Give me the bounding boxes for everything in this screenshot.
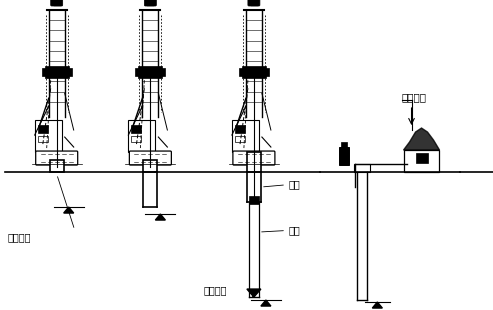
Bar [50, 160, 64, 172]
Bar [404, 150, 439, 172]
FancyBboxPatch shape [129, 151, 172, 165]
Polygon shape [403, 128, 440, 150]
Bar [235, 125, 245, 133]
Polygon shape [247, 289, 261, 297]
Bar [263, 68, 269, 76]
Polygon shape [64, 207, 73, 213]
Polygon shape [372, 302, 383, 308]
Text: 设计深度: 设计深度 [204, 285, 227, 295]
FancyBboxPatch shape [248, 0, 260, 6]
Bar [247, 152, 261, 172]
FancyBboxPatch shape [35, 151, 78, 165]
Bar [416, 153, 427, 163]
Text: 护筒底端: 护筒底端 [8, 232, 32, 242]
Bar [232, 120, 259, 152]
Polygon shape [261, 300, 271, 306]
Polygon shape [155, 214, 165, 220]
Bar [249, 196, 259, 204]
Bar [128, 120, 155, 152]
Bar [42, 68, 48, 76]
Bar [131, 136, 141, 142]
Bar [143, 160, 157, 172]
Text: 泥浆: 泥浆 [262, 225, 301, 235]
FancyBboxPatch shape [233, 151, 275, 165]
Bar [239, 68, 245, 76]
Bar [139, 66, 162, 78]
Bar [35, 120, 62, 152]
Bar [242, 66, 266, 78]
Bar [66, 68, 71, 76]
Bar [131, 125, 141, 133]
Bar [354, 164, 370, 172]
Bar [37, 136, 48, 142]
Bar [159, 68, 165, 76]
Text: 护筒: 护筒 [264, 179, 301, 189]
Bar [339, 147, 350, 165]
FancyBboxPatch shape [144, 0, 156, 6]
Bar [45, 66, 69, 78]
Text: 除砂设备: 除砂设备 [401, 92, 426, 102]
Bar [235, 136, 245, 142]
Bar [136, 68, 141, 76]
Bar [341, 142, 348, 148]
FancyBboxPatch shape [51, 0, 63, 6]
Bar [37, 125, 48, 133]
